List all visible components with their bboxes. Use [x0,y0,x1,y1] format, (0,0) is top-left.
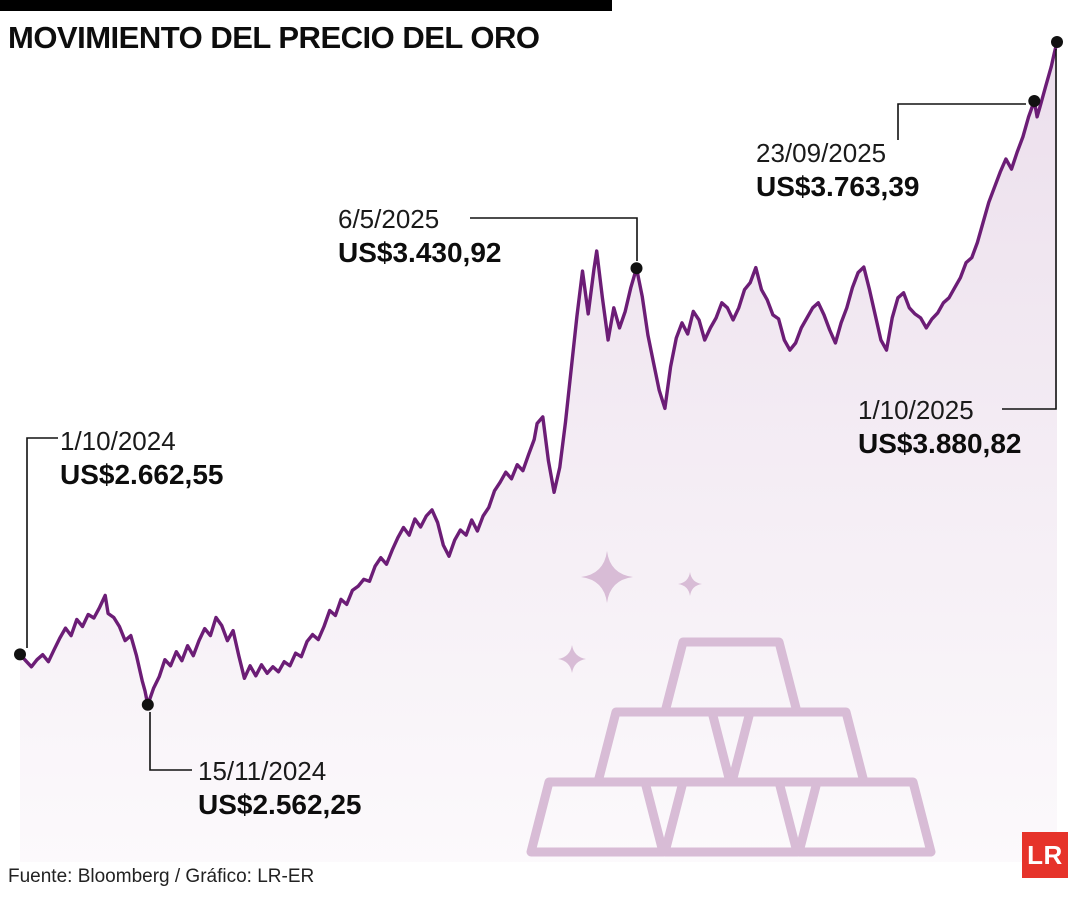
gold-ingot-icon [794,777,936,857]
price-area-fill [20,42,1057,862]
data-point-dot [1028,95,1041,107]
sparkle-icon [678,572,702,596]
data-point-dot [630,262,643,275]
lr-logo-text: LR [1027,839,1063,870]
annotation-date: 6/5/2025 [338,204,440,234]
annotation-value: US$2.662,55 [60,459,224,490]
annotation-start: 1/10/2024 US$2.662,55 [60,424,223,492]
annotation-date: 23/09/2025 [756,138,887,168]
sparkle-icon [581,551,633,603]
gold-ingot-icon [526,777,668,857]
leader-line [897,103,1026,140]
data-point-dot [1051,36,1063,48]
data-point-dot [14,648,26,661]
lr-logo: LR [1022,832,1068,878]
data-point-dot [141,698,154,711]
annotation-date: 1/10/2024 [60,426,176,456]
price-line [18,40,1059,707]
leader-line [26,437,58,648]
annotation-value: US$3.880,82 [858,428,1022,459]
page-title: MOVIMIENTO DEL PRECIO DEL ORO [8,20,540,55]
annotation-value: US$3.763,39 [756,171,920,202]
gold-ingot-icon [660,777,802,857]
leader-line [470,217,638,261]
annotation-sep-peak: 23/09/2025 US$3.763,39 [756,136,919,204]
annotation-end: 1/10/2025 US$3.880,82 [858,393,1021,461]
annotation-nov-low: 15/11/2024 US$2.562,25 [198,754,361,822]
leader-lines [26,49,1057,771]
gold-bars-watermark [526,551,936,857]
annotation-value: US$2.562,25 [198,789,362,820]
sparkle-icon [558,645,586,673]
footer-credit: Fuente: Bloomberg / Gráfico: LR-ER [8,866,315,887]
leader-line [149,712,192,771]
leader-line [1002,49,1057,410]
annotation-date: 15/11/2024 [198,756,327,786]
header-bar [0,0,612,11]
annotation-date: 1/10/2025 [858,395,974,425]
annotation-value: US$3.430,92 [338,237,502,268]
data-point-dots [14,36,1063,711]
annotation-may-peak: 6/5/2025 US$3.430,92 [338,202,501,270]
